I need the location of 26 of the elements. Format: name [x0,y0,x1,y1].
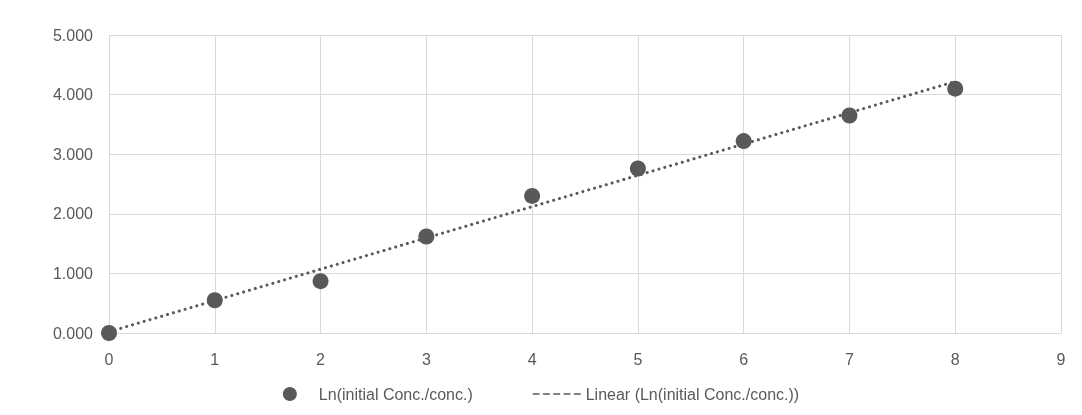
x-tick-label: 3 [421,350,431,368]
x-tick-label: 6 [739,350,749,368]
point [312,273,329,290]
x-tick-label: 8 [950,350,960,368]
legend-label: Linear (Ln(initial Conc./conc.)) [585,385,800,403]
y-tick-label: 3.000 [52,145,94,163]
y-tick-label: 5.000 [52,26,94,44]
x-tick-label: 1 [210,350,220,368]
x-tick-label: 9 [1056,350,1066,368]
x-tick-label: 5 [633,350,643,368]
y-tick-label: 4.000 [52,86,94,104]
x-tick-label: 2 [316,350,326,368]
point [629,160,646,177]
x-tick-label: 7 [844,350,854,368]
y-tick-label: 2.000 [52,205,94,223]
y-tick-label: 1.000 [52,264,94,282]
point [841,107,858,124]
x-tick-label: 4 [527,350,537,368]
x-tick-label: 0 [104,350,114,368]
y-tick-label: 0.000 [52,324,94,342]
point [418,228,435,245]
point [947,80,964,97]
point [735,133,752,150]
point [524,187,541,204]
legend-label: Ln(initial Conc./conc.) [318,385,473,403]
point [101,325,117,341]
